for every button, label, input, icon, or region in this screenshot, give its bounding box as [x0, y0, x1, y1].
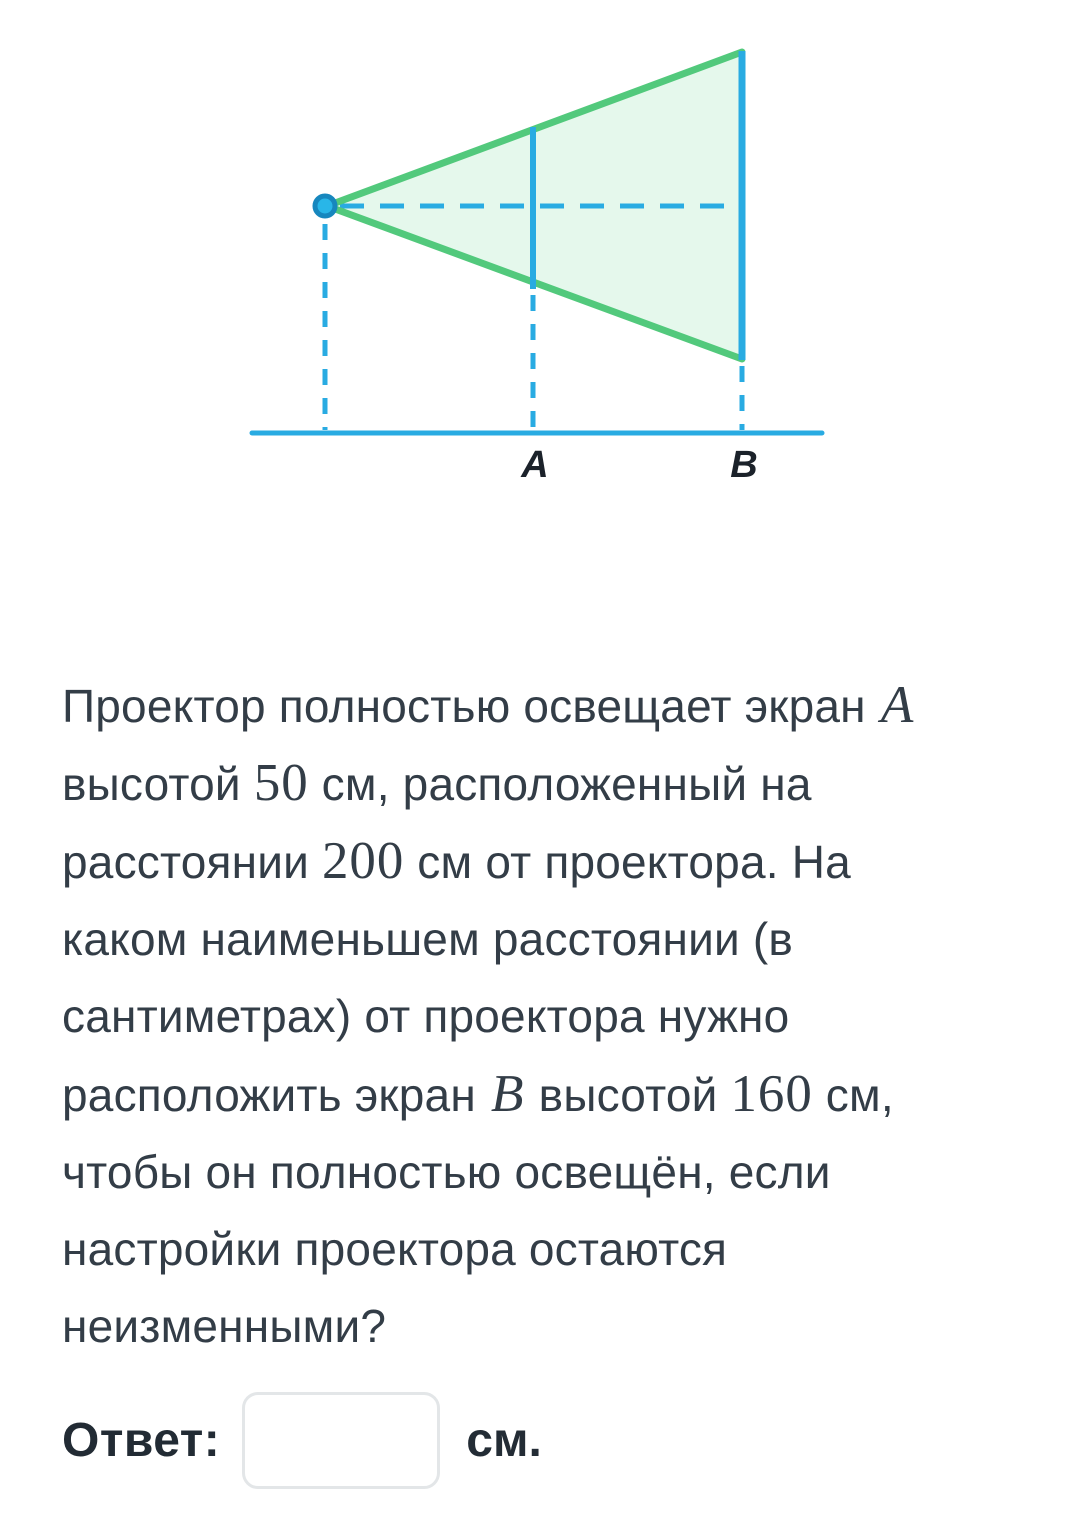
problem-line: Проектор полностью освещает экран A	[62, 666, 1052, 745]
problem-text: см от проектора. На	[404, 836, 851, 888]
screen-b-label: B	[730, 444, 758, 486]
problem-text: каком наименьшем расстоянии (в	[62, 913, 794, 965]
math-num-200: 200	[321, 832, 405, 890]
screen-a-label: A	[521, 444, 549, 486]
problem-text: настройки проектора остаются	[62, 1223, 728, 1275]
problem-text: высотой	[525, 1069, 731, 1121]
problem-text: см,	[812, 1069, 894, 1121]
answer-label: Ответ:	[62, 1414, 221, 1467]
problem-line: сантиметрах) от проектора нужно	[62, 978, 1052, 1055]
projector-dot	[312, 193, 338, 219]
answer-input[interactable]	[242, 1392, 441, 1489]
problem-text: расположить экран	[62, 1069, 489, 1121]
problem-text: неизменными?	[62, 1300, 387, 1352]
math-num-160: 160	[730, 1065, 813, 1123]
problem-line: каком наименьшем расстоянии (в	[62, 901, 1052, 978]
answer-unit-label: см.	[466, 1414, 542, 1467]
problem-text: чтобы он полностью освещён, если	[62, 1146, 831, 1198]
projector-diagram	[249, 48, 825, 436]
problem-line: настройки проектора остаются	[62, 1211, 1052, 1288]
problem-line: расположить экран B высотой 160 см,	[62, 1055, 1052, 1134]
math-num-50: 50	[253, 754, 309, 812]
math-var-a: A	[880, 674, 914, 734]
problem-line: неизменными?	[62, 1288, 1052, 1365]
problem-text: расстоянии	[62, 836, 322, 888]
math-var-b: B	[490, 1063, 524, 1123]
problem-text: см, расположенный на	[308, 758, 812, 810]
problem-line: чтобы он полностью освещён, если	[62, 1134, 1052, 1211]
problem-line: высотой 50 см, расположенный на	[62, 745, 1052, 823]
answer-row: Ответ: см.	[62, 1392, 542, 1489]
problem-text: Проектор полностью освещает экран	[62, 680, 879, 732]
problem-line: расстоянии 200 см от проектора. На	[62, 823, 1052, 901]
problem-text: сантиметрах) от проектора нужно	[62, 990, 790, 1042]
problem-statement: Проектор полностью освещает экран A высо…	[62, 666, 1052, 1365]
problem-text: высотой	[62, 758, 254, 810]
